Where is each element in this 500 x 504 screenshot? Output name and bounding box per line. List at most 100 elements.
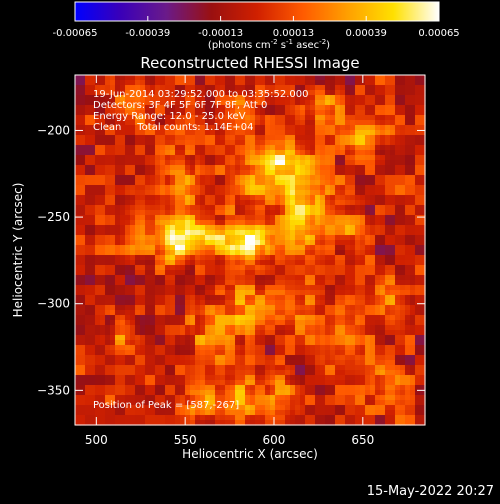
heatmap-cell [250,80,256,86]
heatmap-cell [415,360,421,366]
heatmap-cell [180,105,186,111]
heatmap-cell [365,90,371,96]
heatmap-cell [300,85,306,91]
heatmap-cell [195,160,201,166]
heatmap-cell [135,365,141,371]
heatmap-cell [80,295,86,301]
heatmap-cell [265,95,271,101]
heatmap-cell [420,280,426,286]
heatmap-cell [210,155,216,161]
heatmap-cell [190,290,196,296]
heatmap-cell [235,370,241,376]
heatmap-cell [395,410,401,416]
heatmap-cell [175,390,181,396]
heatmap-cell [310,410,316,416]
heatmap-cell [180,390,186,396]
heatmap-cell [85,155,91,161]
heatmap-cell [150,270,156,276]
heatmap-cell [140,265,146,271]
heatmap-cell [345,330,351,336]
heatmap-cell [135,95,141,101]
heatmap-cell [335,80,341,86]
heatmap-cell [415,140,421,146]
heatmap-cell [105,420,111,426]
heatmap-cell [325,195,331,201]
heatmap-cell [175,330,181,336]
heatmap-cell [300,120,306,126]
heatmap-cell [145,90,151,96]
heatmap-cell [310,125,316,131]
heatmap-cell [255,420,261,426]
heatmap-cell [95,95,101,101]
heatmap-cell [215,265,221,271]
heatmap-cell [295,220,301,226]
heatmap-cell [235,75,241,81]
heatmap-cell [270,355,276,361]
heatmap-cell [145,155,151,161]
heatmap-cell [270,290,276,296]
heatmap-cell [215,345,221,351]
heatmap-cell [85,385,91,391]
heatmap-cell [140,380,146,386]
heatmap-cell [135,240,141,246]
info-detectors: Detectors: 3F 4F 5F 6F 7F 8F, Att 0 [93,100,267,111]
heatmap-cell [345,285,351,291]
heatmap-cell [125,130,131,136]
heatmap-cell [120,365,126,371]
heatmap-cell [90,380,96,386]
heatmap-cell [75,125,81,131]
heatmap-cell [305,115,311,121]
heatmap-cell [390,420,396,426]
heatmap-cell [170,335,176,341]
heatmap-cell [210,80,216,86]
heatmap-cell [80,80,86,86]
heatmap-cell [385,165,391,171]
heatmap-cell [380,350,386,356]
heatmap-cell [190,370,196,376]
heatmap-cell [140,305,146,311]
heatmap-cell [260,135,266,141]
heatmap-cell [410,275,416,281]
heatmap-cell [130,150,136,156]
heatmap-cell [270,340,276,346]
heatmap-cell [90,300,96,306]
heatmap-cell [220,260,226,266]
heatmap-cell [360,365,366,371]
heatmap-cell [120,335,126,341]
heatmap-cell [305,110,311,116]
heatmap-cell [375,305,381,311]
heatmap-cell [230,90,236,96]
heatmap-cell [350,400,356,406]
heatmap-cell [260,170,266,176]
heatmap-cell [265,190,271,196]
heatmap-cell [400,310,406,316]
heatmap-cell [130,225,136,231]
heatmap-cell [305,420,311,426]
heatmap-cell [330,295,336,301]
heatmap-cell [175,165,181,171]
heatmap-cell [365,140,371,146]
heatmap-cell [340,140,346,146]
heatmap-cell [230,405,236,411]
heatmap-cell [260,100,266,106]
heatmap-cell [395,385,401,391]
heatmap-cell [190,420,196,426]
heatmap-cell [245,155,251,161]
heatmap-cell [285,260,291,266]
heatmap-cell [260,290,266,296]
heatmap-cell [405,75,411,81]
heatmap-cell [165,110,171,116]
heatmap-cell [185,235,191,241]
heatmap-cell [175,235,181,241]
heatmap-cell [360,240,366,246]
heatmap-cell [380,300,386,306]
heatmap-cell [350,250,356,256]
heatmap-cell [275,230,281,236]
heatmap-cell [90,150,96,156]
heatmap-cell [300,145,306,151]
heatmap-cell [360,90,366,96]
heatmap-cell [180,185,186,191]
heatmap-cell [410,245,416,251]
heatmap-cell [85,340,91,346]
heatmap-cell [115,285,121,291]
